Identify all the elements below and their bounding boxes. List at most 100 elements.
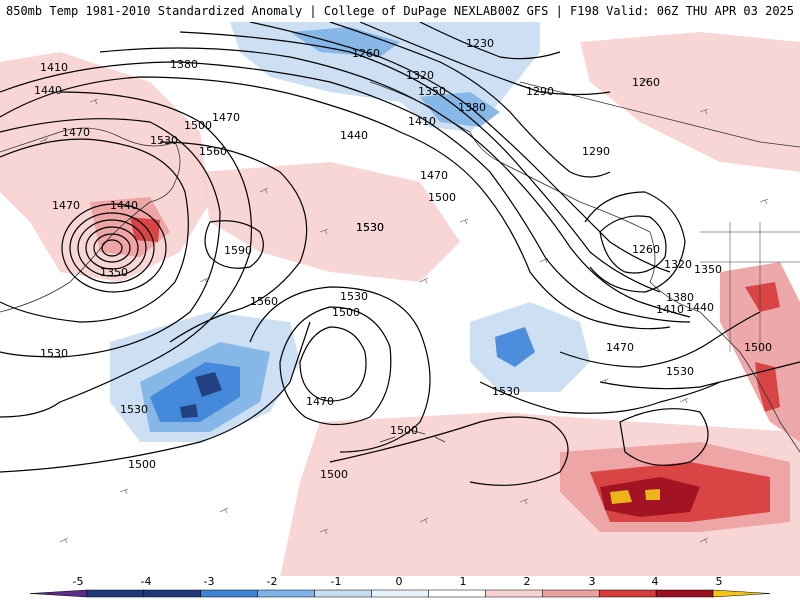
contour-label: 1560 bbox=[199, 145, 227, 158]
contour-label: 1470 bbox=[420, 169, 448, 182]
colorbar-segment bbox=[712, 589, 771, 598]
colorbar-segment bbox=[371, 589, 429, 598]
contour-1500-southeast bbox=[329, 416, 569, 486]
contour-label: 1530 bbox=[356, 221, 384, 234]
anomaly-shading bbox=[0, 22, 800, 578]
colorbar-tick: -2 bbox=[267, 576, 278, 588]
colorbar-tick: 1 bbox=[460, 576, 467, 588]
colorbar-canvas: -5 -4 -3 -2 -1 0 1 2 3 4 5 bbox=[29, 575, 771, 598]
contour-label: 1470 bbox=[212, 111, 240, 124]
contour-label: 1500 bbox=[320, 468, 348, 481]
colorbar-tick: 3 bbox=[589, 576, 596, 588]
contour-label: 1320 bbox=[406, 69, 434, 82]
state-borders bbox=[700, 222, 800, 352]
contour-1410-north bbox=[0, 61, 691, 323]
contour-label: 1350 bbox=[418, 85, 446, 98]
low-contour-5 bbox=[69, 212, 155, 284]
contour-label: 1410 bbox=[408, 115, 436, 128]
contour-label: 1440 bbox=[340, 129, 368, 142]
low-contour-2 bbox=[93, 233, 131, 263]
contour-1260-east bbox=[599, 215, 667, 274]
colorbar-tick: -1 bbox=[331, 576, 342, 588]
cold-anomaly-south-core bbox=[150, 362, 240, 422]
contour-label: 1260 bbox=[632, 243, 660, 256]
contour-1380-north bbox=[99, 47, 691, 318]
warm-anomaly-coast-core bbox=[745, 282, 780, 312]
colorbar-segment bbox=[200, 589, 258, 598]
contour-label: 1560 bbox=[250, 295, 278, 308]
colorbar-segment bbox=[485, 589, 543, 598]
contour-label: 1440 bbox=[34, 84, 62, 97]
colorbar-tick: 4 bbox=[652, 576, 659, 588]
contour-label: 1500 bbox=[744, 341, 772, 354]
low-contour-6 bbox=[61, 203, 167, 293]
colorbar-segment bbox=[86, 589, 145, 598]
colorbar-segment bbox=[655, 589, 714, 598]
colorbar-segments bbox=[29, 589, 771, 598]
contour-1500-east bbox=[599, 361, 800, 390]
colorbar-tick: 5 bbox=[716, 576, 723, 588]
contour-label: 1500 bbox=[128, 458, 156, 471]
warm-anomaly-low-core bbox=[90, 197, 170, 257]
contour-label: 1380 bbox=[458, 101, 486, 114]
product-title: 850mb Temp 1981-2010 Standardized Anomal… bbox=[6, 4, 498, 18]
contour-label-layer: 1410 1440 1380 1470 1500 1530 1560 1440 … bbox=[34, 37, 772, 481]
high-contour-1470 bbox=[299, 326, 367, 402]
contour-1350-north bbox=[179, 31, 661, 293]
contour-label: 1440 bbox=[686, 301, 714, 314]
contour-label: 1410 bbox=[40, 61, 68, 74]
contour-label: 1530 bbox=[492, 385, 520, 398]
contour-1590 bbox=[204, 220, 264, 269]
contour-1290-north bbox=[329, 22, 611, 178]
model-valid-time: 00Z GFS | F198 Valid: 06Z THU APR 03 202… bbox=[497, 4, 794, 18]
contour-1290-east bbox=[584, 191, 686, 293]
coastline-hawaii bbox=[379, 429, 446, 443]
contour-1500-south bbox=[0, 321, 311, 473]
contour-label: 1290 bbox=[526, 85, 554, 98]
contour-label: 1530 bbox=[340, 290, 368, 303]
contour-label: 1530 bbox=[666, 365, 694, 378]
warm-anomaly-southeast-max-2 bbox=[645, 489, 660, 500]
contour-label: 1380 bbox=[666, 291, 694, 304]
wind-barbs bbox=[39, 77, 769, 544]
contour-label: 1500 bbox=[428, 191, 456, 204]
contour-label: 1530 bbox=[356, 221, 384, 234]
colorbar-tick: -5 bbox=[73, 576, 84, 588]
coastline-asia bbox=[0, 127, 181, 313]
contour-label: 1410 bbox=[656, 303, 684, 316]
height-contours bbox=[0, 22, 800, 486]
anomaly-map: 1410 1440 1380 1470 1500 1530 1560 1440 … bbox=[0, 22, 800, 578]
contour-1530-east-loop bbox=[619, 408, 709, 466]
colorbar-tick: -3 bbox=[204, 576, 215, 588]
colorbar-segment bbox=[542, 589, 600, 598]
contour-label: 1470 bbox=[606, 341, 634, 354]
contour-1530-central bbox=[249, 286, 431, 453]
contour-label: 1230 bbox=[466, 37, 494, 50]
contour-1560 bbox=[159, 141, 308, 343]
colorbar-segment bbox=[29, 589, 88, 598]
colorbar-tick: -4 bbox=[141, 576, 152, 588]
warm-anomaly-northeast bbox=[580, 32, 800, 172]
contour-1500-west bbox=[0, 118, 221, 358]
contour-label: 1380 bbox=[170, 58, 198, 71]
map-header: 850mb Temp 1981-2010 Standardized Anomal… bbox=[0, 0, 800, 22]
contour-label: 1260 bbox=[352, 47, 380, 60]
cold-anomaly-east-core bbox=[495, 327, 535, 367]
colorbar-segment bbox=[598, 589, 657, 598]
colorbar-tick-labels: -5 -4 -3 -2 -1 0 1 2 3 4 5 bbox=[73, 575, 723, 588]
contour-label: 1440 bbox=[110, 199, 138, 212]
warm-anomaly-low-core-2 bbox=[130, 217, 160, 242]
contour-label: 1530 bbox=[150, 134, 178, 147]
anomaly-colorbar: -5 -4 -3 -2 -1 0 1 2 3 4 5 bbox=[0, 575, 800, 600]
contour-label: 1590 bbox=[224, 244, 252, 257]
contour-1320-north bbox=[249, 22, 671, 273]
colorbar-tick: 0 bbox=[396, 576, 403, 588]
coastline-north-america bbox=[519, 81, 800, 148]
colorbar-segment bbox=[428, 589, 486, 598]
contour-label: 1320 bbox=[664, 258, 692, 271]
colorbar-segment bbox=[314, 589, 372, 598]
contour-1470-west bbox=[0, 138, 189, 323]
warm-anomaly-southeast-max bbox=[610, 490, 632, 504]
contour-label: 1290 bbox=[582, 145, 610, 158]
